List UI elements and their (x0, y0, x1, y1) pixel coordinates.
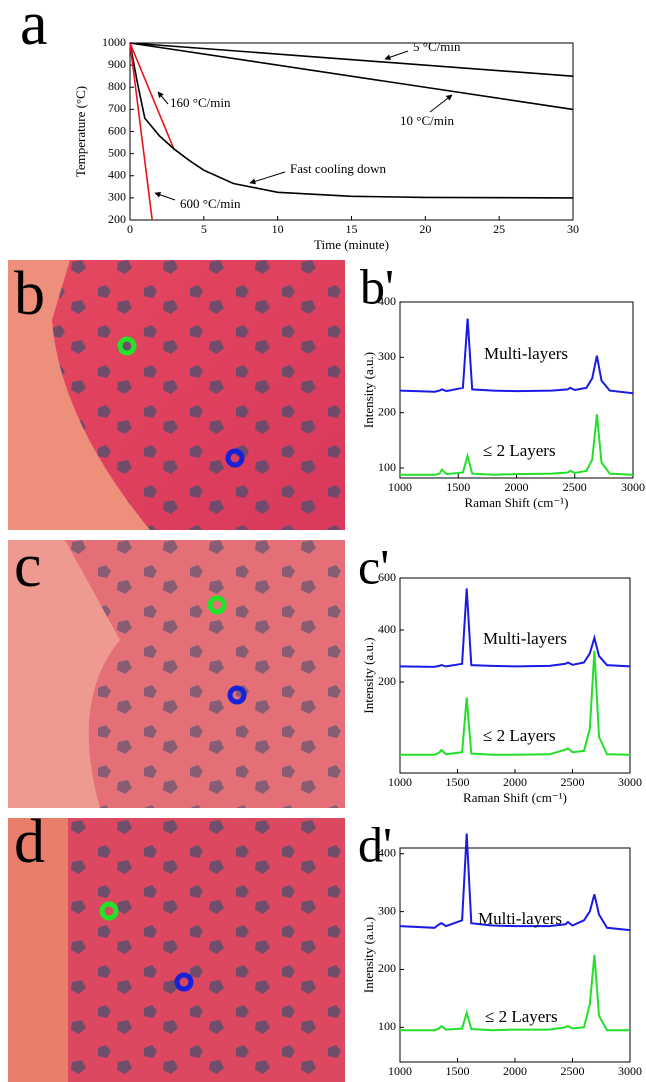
x-tick-label: 2000 (505, 480, 529, 494)
series-label: ≤ 2 Layers (483, 726, 556, 745)
x-tick-label: 2500 (561, 1064, 585, 1078)
x-tick-label: 1500 (446, 1064, 470, 1078)
x-tick-label: 20 (419, 222, 431, 236)
image-b (8, 260, 345, 530)
y-tick-label: 400 (108, 168, 126, 182)
x-tick-label: 3000 (621, 480, 645, 494)
image-label: c (14, 532, 42, 600)
series-label: ≤ 2 Layers (485, 1007, 558, 1026)
series-line (400, 414, 634, 476)
series-label: Multi-layers (478, 909, 562, 928)
x-tick-label: 1500 (446, 775, 470, 789)
x-tick-label: 1500 (446, 480, 470, 494)
y-tick-label: 300 (378, 349, 396, 363)
x-tick-label: 1000 (388, 1064, 412, 1078)
x-tick-label: 3000 (618, 1064, 642, 1078)
annotation: Fast cooling down (290, 161, 387, 176)
series-label: ≤ 2 Layers (483, 441, 556, 460)
y-tick-label: 200 (108, 212, 126, 226)
y-tick-label: 200 (378, 961, 396, 975)
y-tick-label: 600 (378, 570, 396, 584)
x-tick-label: 0 (127, 222, 133, 236)
image-label: b (14, 260, 45, 328)
x-axis-title: Raman Shift (cm⁻¹) (465, 495, 569, 510)
y-axis-title: Temperature (°C) (73, 86, 88, 177)
x-tick-label: 1000 (388, 480, 412, 494)
y-axis-title: Intensity (a.u.) (361, 352, 376, 428)
x-tick-label: 15 (346, 222, 358, 236)
image-d (8, 818, 345, 1082)
y-tick-label: 300 (108, 190, 126, 204)
x-tick-label: 2500 (561, 775, 585, 789)
y-tick-label: 400 (378, 622, 396, 636)
x-tick-label: 2000 (503, 775, 527, 789)
panel-label: a (20, 0, 48, 58)
x-tick-label: 2500 (563, 480, 587, 494)
series-line (129, 42, 574, 77)
image-label: d (14, 808, 45, 876)
series-line (399, 588, 631, 668)
annotation-arrow (157, 91, 169, 105)
y-tick-label: 600 (108, 123, 126, 137)
annotation-arrow (429, 94, 453, 113)
x-axis-title: Time (minute) (314, 237, 389, 252)
x-tick-label: 5 (201, 222, 207, 236)
x-tick-label: 3000 (618, 775, 642, 789)
series-line (399, 318, 634, 395)
panel-label: b' (360, 258, 394, 314)
y-tick-label: 200 (378, 674, 396, 688)
y-axis-title: Intensity (a.u.) (361, 637, 376, 713)
y-tick-label: 800 (108, 79, 126, 93)
x-axis-title: Raman Shift (cm⁻¹) (463, 1079, 567, 1082)
series-line (129, 42, 176, 151)
annotation: 160 °C/min (170, 95, 231, 110)
y-tick-label: 900 (108, 57, 126, 71)
series-line (129, 42, 574, 111)
annotation: 5 °C/min (413, 39, 461, 54)
series-line (129, 42, 574, 199)
annotation: 10 °C/min (400, 113, 454, 128)
series-line (400, 954, 630, 1032)
y-tick-label: 1000 (102, 35, 126, 49)
x-tick-label: 30 (567, 222, 579, 236)
x-tick-label: 1000 (388, 775, 412, 789)
y-axis-title: Intensity (a.u.) (361, 917, 376, 993)
series-line (399, 833, 631, 932)
annotation-arrow (249, 171, 286, 185)
annotation-arrow (154, 191, 176, 201)
y-tick-label: 700 (108, 101, 126, 115)
y-tick-label: 500 (108, 145, 126, 159)
panel-label: d' (358, 816, 392, 872)
series-line (400, 650, 631, 756)
y-tick-label: 300 (378, 903, 396, 917)
image-c (8, 540, 345, 808)
y-tick-label: 400 (378, 846, 396, 860)
y-tick-label: 200 (378, 404, 396, 418)
series-label: Multi-layers (483, 629, 567, 648)
x-tick-label: 25 (493, 222, 505, 236)
y-tick-label: 100 (378, 1019, 396, 1033)
plot-frame (129, 42, 574, 221)
series-line (129, 42, 153, 221)
annotation: 600 °C/min (180, 196, 241, 211)
annotation-arrow (384, 50, 409, 61)
x-axis-title: Raman Shift (cm⁻¹) (463, 790, 567, 805)
series-label: Multi-layers (484, 344, 568, 363)
x-tick-label: 2000 (503, 1064, 527, 1078)
x-tick-label: 10 (272, 222, 284, 236)
y-tick-label: 100 (378, 460, 396, 474)
panel-label: c' (358, 538, 389, 594)
y-tick-label: 400 (378, 294, 396, 308)
